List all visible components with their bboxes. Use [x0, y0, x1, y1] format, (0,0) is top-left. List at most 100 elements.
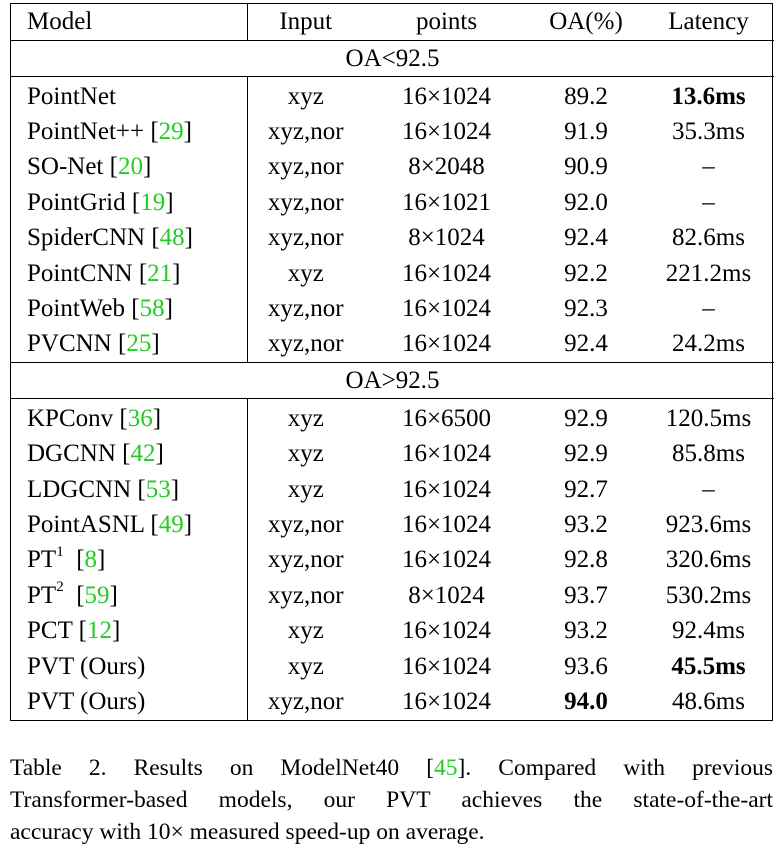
caption-text: Transformer-based models, our PVT achiev… [10, 787, 773, 813]
model-cell: DGCNN [42] [27, 440, 164, 468]
citation-link[interactable]: 29 [158, 118, 184, 146]
citation-link[interactable]: 58 [139, 295, 165, 323]
citation-link[interactable]: 36 [127, 404, 153, 432]
model-name: PointNet [27, 82, 116, 110]
input-cell: xyz [246, 255, 364, 292]
model-cell: LDGCNN [53] [27, 475, 180, 503]
input-cell: xyz,nor [246, 220, 364, 256]
oa-cell: 92.0 [564, 188, 608, 216]
table-row: KPConv [36] xyz 16×6500 92.9 120.5ms [11, 398, 774, 437]
caption-text: ]. Compared with previous [457, 755, 773, 781]
table-row: PVT (Ours) xyz 16×1024 93.6 45.5ms [11, 648, 774, 685]
points-cell: 16×6500 [401, 404, 492, 432]
caption-line: Table 2. Results on ModelNet40 [45]. Com… [10, 752, 773, 784]
input-cell: xyz,nor [246, 684, 364, 720]
header-model: Model [27, 8, 93, 35]
table-row: PT1 [8] xyz,nor 16×1024 92.8 320.6ms [11, 542, 774, 579]
input-cell: xyz,nor [246, 578, 364, 614]
model-cell: PointASNL [49] [27, 510, 193, 538]
citation-link[interactable]: 49 [158, 510, 184, 538]
table-row: PVCNN [25] xyz,nor 16×1024 92.4 24.2ms [11, 326, 774, 363]
table-row: PointNet++ [29] xyz,nor 16×1024 91.9 35.3ms [11, 114, 774, 150]
header-latency: Latency [668, 8, 749, 35]
model-cell: PointNet [11, 77, 247, 115]
caption-text: Table 2. Results on ModelNet40 [ [10, 755, 435, 781]
input-cell: xyz,nor [246, 507, 364, 543]
model-name: PT [27, 581, 57, 609]
points-cell: 8×1024 [408, 224, 485, 252]
model-cell: SO-Net [20] [27, 153, 152, 181]
input-cell: xyz,nor [246, 326, 364, 363]
table-row: SpiderCNN [48] xyz,nor 8×1024 92.4 82.6ms [11, 220, 774, 256]
latency-cell: 120.5ms [665, 404, 752, 432]
oa-cell: 92.3 [564, 295, 608, 323]
points-cell: 16×1024 [401, 118, 492, 146]
table-row: PointNet xyz 16×1024 89.2 13.6ms [11, 76, 774, 115]
oa-cell: 94.0 [564, 687, 608, 715]
oa-cell: 89.2 [564, 82, 608, 110]
oa-cell: 93.6 [564, 652, 608, 680]
oa-cell: 92.9 [564, 440, 608, 468]
model-cell: PCT [12] [27, 617, 121, 645]
citation-link[interactable]: 19 [140, 188, 166, 216]
input-cell: xyz,nor [246, 185, 364, 221]
points-cell: 16×1024 [401, 510, 492, 538]
citation-link[interactable]: 20 [117, 153, 143, 181]
oa-cell: 92.9 [564, 404, 608, 432]
input-cell: xyz [246, 398, 364, 437]
citation-link[interactable]: 12 [86, 617, 112, 645]
model-name: KPConv [27, 404, 114, 432]
caption-citation-link[interactable]: 45 [434, 755, 458, 781]
caption-line: accuracy with 10× measured speed-up on a… [10, 816, 773, 848]
caption-text: accuracy with 10× measured speed-up on a… [10, 819, 485, 845]
table-row: PVT (Ours) xyz,nor 16×1024 94.0 48.6ms [11, 684, 774, 720]
input-cell: xyz [246, 613, 364, 649]
table-row: SO-Net [20] xyz,nor 8×2048 90.9 – [11, 149, 774, 186]
latency-cell: 13.6ms [671, 82, 746, 110]
points-cell: 16×1024 [401, 259, 492, 287]
model-name: PT [27, 546, 57, 574]
model-cell: PT2 [59] [27, 579, 118, 609]
citation-link[interactable]: 53 [145, 475, 171, 503]
table-row: PointWeb [58] xyz,nor 16×1024 92.3 – [11, 291, 774, 327]
oa-cell: 92.8 [564, 546, 608, 574]
input-cell: xyz [246, 436, 364, 472]
oa-cell: 92.4 [564, 224, 608, 252]
table-row: PointCNN [21] xyz 16×1024 92.2 221.2ms [11, 255, 774, 292]
latency-cell: 923.6ms [665, 510, 752, 538]
section-label: OA<92.5 [11, 40, 774, 77]
latency-cell: – [702, 475, 715, 503]
points-cell: 8×2048 [408, 153, 485, 181]
input-cell: xyz,nor [246, 291, 364, 327]
citation-link[interactable]: 25 [126, 330, 152, 358]
header-oa: OA(%) [549, 8, 623, 35]
model-cell: KPConv [36] [27, 404, 162, 432]
model-cell: PointNet++ [29] [27, 118, 192, 146]
points-cell: 16×1024 [401, 687, 492, 715]
section-header-row: OA<92.5 [11, 40, 774, 77]
citation-link[interactable]: 42 [130, 440, 156, 468]
points-cell: 16×1024 [401, 617, 492, 645]
model-name: PCT [27, 617, 73, 645]
latency-cell: 82.6ms [672, 224, 745, 252]
results-table-frame: Model Input points OA(%) Latency OA<92.5… [10, 3, 774, 721]
model-cell: PointGrid [19] [27, 188, 174, 216]
section-header-row: OA>92.5 [11, 362, 774, 400]
input-cell: xyz,nor [246, 114, 364, 150]
model-name: PVCNN [27, 330, 112, 358]
points-cell: 16×1024 [401, 82, 492, 110]
input-cell: xyz,nor [246, 149, 364, 186]
citation-link[interactable]: 48 [159, 224, 185, 252]
table-row: DGCNN [42] xyz 16×1024 92.9 85.8ms [11, 436, 774, 472]
model-name: SpiderCNN [27, 224, 146, 252]
model-cell: PT1 [8] [27, 544, 106, 574]
citation-link[interactable]: 21 [147, 259, 173, 287]
table-row: LDGCNN [53] xyz 16×1024 92.7 – [11, 471, 774, 508]
oa-cell: 92.7 [564, 475, 608, 503]
input-cell: xyz [246, 648, 364, 685]
table-row: PCT [12] xyz 16×1024 93.2 92.4ms [11, 613, 774, 649]
citation-link[interactable]: 59 [84, 581, 110, 609]
points-cell: 16×1024 [401, 475, 492, 503]
points-cell: 16×1024 [401, 330, 492, 358]
citation-link[interactable]: 8 [84, 546, 98, 574]
